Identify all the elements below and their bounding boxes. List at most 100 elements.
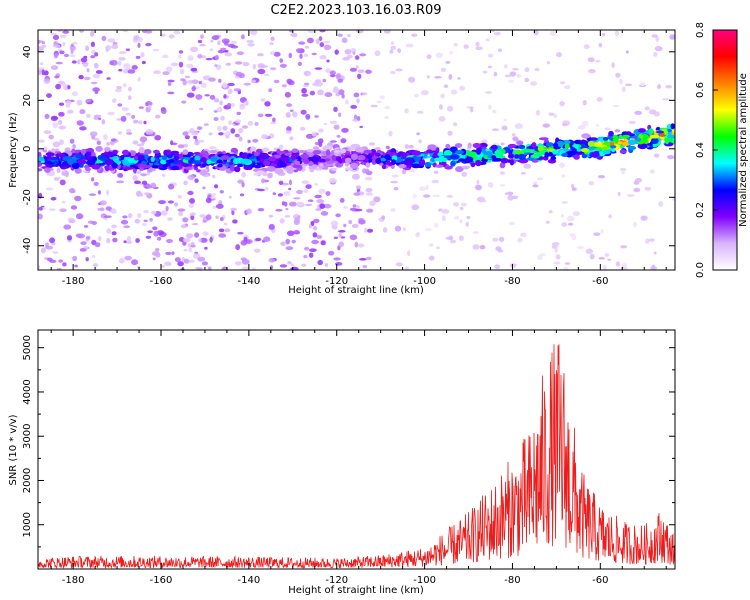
heatmap-speckle bbox=[194, 232, 200, 238]
heatmap-band-cell bbox=[136, 170, 142, 174]
heatmap-speckle bbox=[354, 55, 360, 60]
heatmap-speckle bbox=[167, 82, 172, 86]
heatmap-speckle bbox=[287, 261, 292, 265]
heatmap-band-cell bbox=[284, 152, 291, 156]
heatmap-speckle bbox=[284, 201, 288, 207]
heatmap-band-cell bbox=[625, 131, 632, 135]
heatmap-speckle bbox=[132, 174, 138, 181]
heatmap-speckle bbox=[615, 261, 621, 267]
heatmap-speckle bbox=[118, 51, 127, 55]
heatmap-speckle bbox=[534, 67, 540, 72]
heatmap-speckle bbox=[210, 39, 214, 43]
heatmap-speckle bbox=[548, 210, 553, 214]
heatmap-band-cell bbox=[369, 152, 379, 156]
heatmap-speckle bbox=[415, 233, 420, 238]
heatmap-speckle bbox=[54, 148, 60, 152]
heatmap-speckle bbox=[289, 30, 294, 33]
x-tick-label: -180 bbox=[62, 276, 85, 287]
heatmap-speckle bbox=[85, 235, 91, 240]
heatmap-speckle bbox=[68, 188, 76, 194]
heatmap-band-cell bbox=[650, 137, 659, 145]
heatmap-speckle bbox=[364, 177, 373, 181]
heatmap-speckle bbox=[352, 204, 357, 208]
heatmap-speckle bbox=[234, 149, 238, 156]
heatmap-speckle bbox=[217, 49, 225, 54]
heatmap-speckle bbox=[125, 48, 131, 52]
heatmap-speckle bbox=[488, 104, 492, 110]
heatmap-band-cell bbox=[285, 165, 294, 171]
heatmap-speckle bbox=[440, 93, 445, 99]
heatmap-speckle bbox=[110, 138, 117, 142]
heatmap-speckle bbox=[72, 144, 76, 149]
heatmap-speckle bbox=[285, 130, 292, 134]
heatmap-speckle bbox=[139, 136, 148, 143]
heatmap-speckle bbox=[187, 55, 194, 61]
heatmap-band-cell bbox=[184, 166, 192, 170]
heatmap-speckle bbox=[542, 123, 551, 128]
heatmap-speckle bbox=[487, 65, 493, 69]
heatmap-speckle bbox=[330, 220, 339, 227]
heatmap-speckle bbox=[662, 98, 670, 101]
heatmap-speckle bbox=[640, 215, 648, 221]
heatmap-speckle bbox=[361, 92, 368, 96]
heatmap-speckle bbox=[134, 218, 140, 224]
heatmap-speckle bbox=[563, 267, 569, 270]
heatmap-speckle bbox=[286, 78, 293, 85]
heatmap-speckle bbox=[94, 52, 99, 57]
heatmap-band-cell bbox=[216, 159, 223, 164]
heatmap-speckle bbox=[340, 138, 347, 144]
heatmap-speckle bbox=[376, 100, 383, 104]
heatmap-speckle bbox=[132, 140, 139, 145]
heatmap-speckle bbox=[143, 209, 149, 214]
heatmap-speckle bbox=[457, 77, 461, 80]
heatmap-speckle bbox=[260, 98, 266, 102]
heatmap-speckle bbox=[329, 74, 336, 78]
heatmap-speckle bbox=[341, 93, 345, 99]
heatmap-speckle bbox=[390, 45, 397, 50]
heatmap-speckle bbox=[559, 101, 565, 107]
heatmap-speckle bbox=[167, 217, 173, 221]
colorbar-tick-label: 0.2 bbox=[695, 202, 706, 218]
heatmap-band-cell bbox=[602, 150, 611, 155]
spectrogram-frame bbox=[37, 29, 676, 271]
heatmap-speckle bbox=[53, 53, 59, 59]
heatmap-band-cell bbox=[47, 155, 52, 160]
heatmap-speckle bbox=[145, 30, 153, 34]
heatmap-speckle bbox=[228, 120, 233, 125]
heatmap-speckle bbox=[487, 53, 494, 58]
heatmap-band-cell bbox=[404, 144, 409, 150]
heatmap-speckle bbox=[665, 85, 673, 89]
heatmap-band-cell bbox=[581, 148, 590, 153]
snr-panel: -180 -160 -140 -120 -100 -80 -60 1000 2000 3000 4… bbox=[8, 329, 676, 596]
heatmap-band-cell bbox=[194, 155, 201, 162]
heatmap-band-cell bbox=[130, 150, 136, 157]
heatmap-speckle bbox=[86, 113, 91, 118]
heatmap-speckle bbox=[507, 191, 514, 196]
heatmap-speckle bbox=[520, 171, 526, 175]
heatmap-speckle bbox=[288, 52, 293, 59]
heatmap-band-cell bbox=[356, 155, 366, 161]
heatmap-speckle bbox=[58, 125, 66, 130]
heatmap-speckle bbox=[614, 30, 620, 37]
heatmap-speckle bbox=[485, 91, 492, 94]
heatmap-speckle bbox=[390, 41, 394, 45]
heatmap-band-cell bbox=[418, 159, 426, 166]
heatmap-speckle bbox=[101, 119, 106, 125]
heatmap-speckle bbox=[416, 110, 424, 114]
heatmap-speckle bbox=[349, 67, 357, 72]
heatmap-speckle bbox=[626, 194, 635, 197]
heatmap-speckle bbox=[165, 251, 172, 256]
heatmap-band-cell bbox=[312, 150, 322, 155]
heatmap-speckle bbox=[145, 43, 152, 47]
heatmap-speckle bbox=[67, 85, 71, 90]
heatmap-speckle bbox=[318, 188, 326, 194]
heatmap-speckle bbox=[50, 32, 57, 36]
heatmap-band-cell bbox=[80, 148, 87, 155]
heatmap-speckle bbox=[270, 36, 275, 41]
heatmap-speckle bbox=[106, 77, 111, 80]
x-tick-label: -140 bbox=[238, 276, 261, 287]
heatmap-speckle bbox=[101, 35, 107, 42]
heatmap-speckle bbox=[202, 231, 209, 236]
heatmap-speckle bbox=[215, 203, 224, 209]
y-tick-label: 20 bbox=[22, 94, 33, 107]
